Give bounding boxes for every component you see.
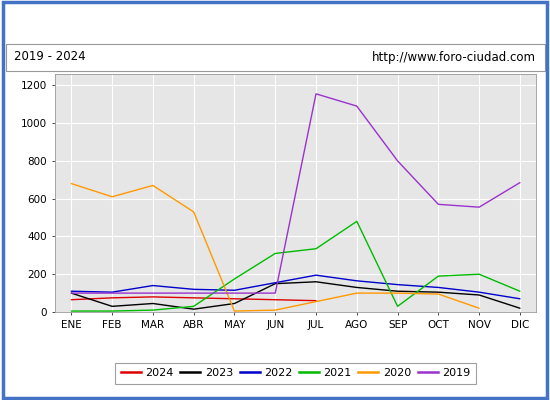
- Text: http://www.foro-ciudad.com: http://www.foro-ciudad.com: [372, 50, 536, 64]
- Legend: 2024, 2023, 2022, 2021, 2020, 2019: 2024, 2023, 2022, 2021, 2020, 2019: [115, 363, 476, 384]
- Bar: [6, 44, 544, 70]
- Text: 2019 - 2024: 2019 - 2024: [14, 50, 85, 64]
- Text: Evolucion Nº Turistas Nacionales en el municipio de La Riba: Evolucion Nº Turistas Nacionales en el m…: [68, 14, 482, 28]
